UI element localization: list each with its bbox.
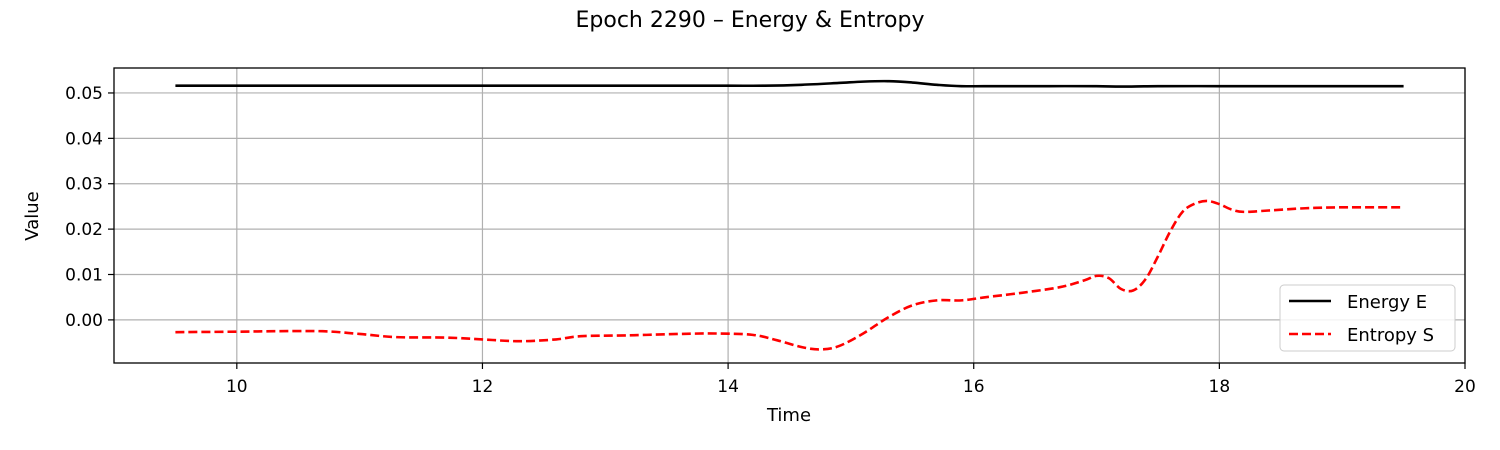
x-tick-label: 18	[1209, 377, 1231, 397]
x-axis-ticks: 10 12 14 16 18 20	[226, 363, 1476, 397]
series-line-energy-e	[175, 79, 1404, 88]
y-axis-label: Value	[22, 191, 43, 240]
series-line-entropy-s	[175, 199, 1404, 351]
legend: Energy E Entropy S	[1279, 284, 1456, 352]
y-tick-label: 0.05	[65, 84, 103, 104]
x-tick-label: 20	[1454, 377, 1476, 397]
y-tick-label: 0.00	[65, 311, 103, 331]
y-tick-label: 0.04	[65, 129, 103, 149]
plot-lines	[175, 79, 1404, 351]
y-tick-label: 0.01	[65, 266, 103, 286]
y-tick-label: 0.02	[65, 220, 103, 240]
chart-title: Epoch 2290 – Energy & Entropy	[576, 8, 925, 33]
y-axis-ticks: 0.00 0.01 0.02 0.03 0.04 0.05	[65, 84, 114, 331]
grid	[114, 68, 1466, 363]
x-tick-label: 12	[472, 377, 494, 397]
x-axis-label: Time	[766, 405, 811, 426]
y-tick-label: 0.03	[65, 175, 103, 195]
x-tick-label: 16	[963, 377, 985, 397]
x-tick-label: 10	[226, 377, 248, 397]
legend-label-entropy: Entropy S	[1347, 325, 1434, 346]
x-tick-label: 14	[717, 377, 739, 397]
plot-frame	[113, 67, 1466, 364]
legend-label-energy: Energy E	[1347, 292, 1427, 313]
